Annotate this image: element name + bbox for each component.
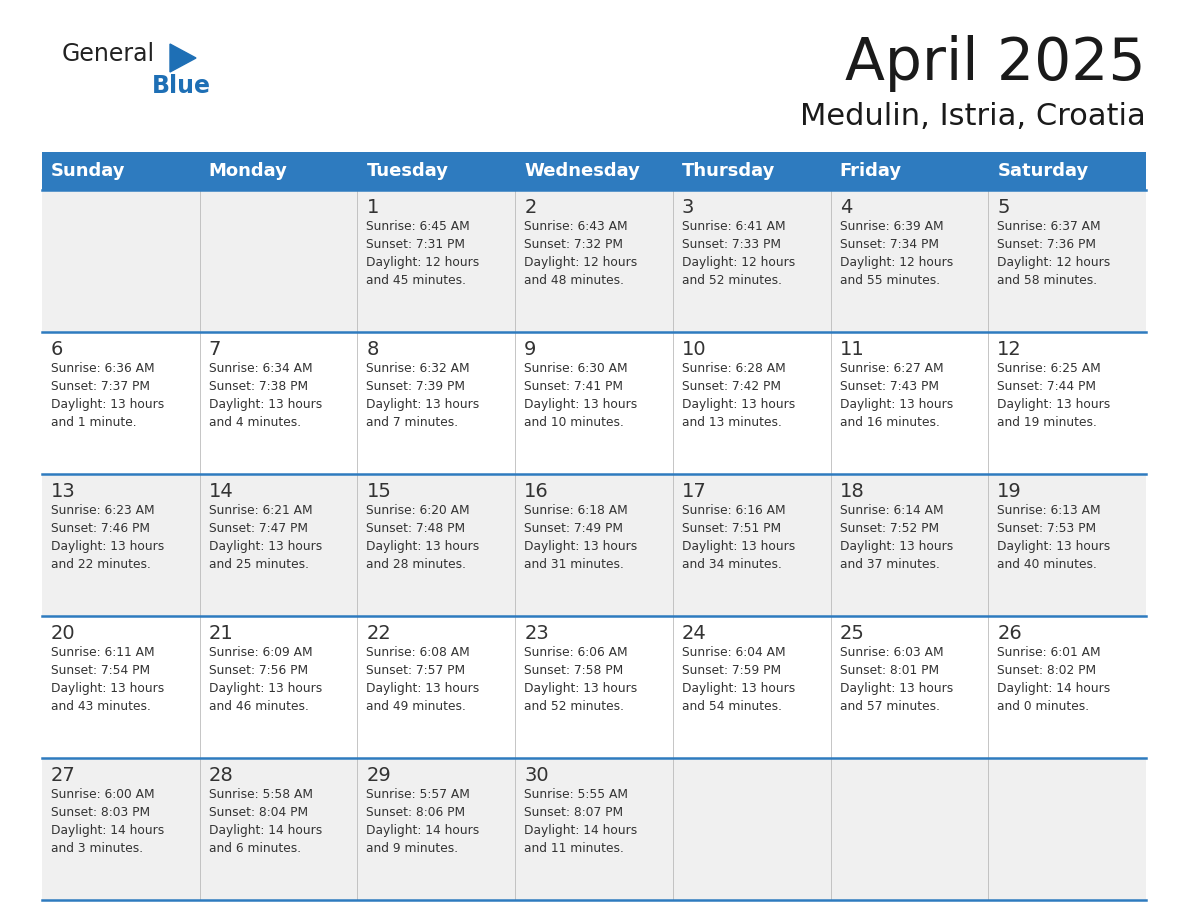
Bar (516, 152, 672, 190)
Text: 3: 3 (682, 198, 694, 217)
Text: April 2025: April 2025 (846, 35, 1146, 92)
Text: 6: 6 (51, 340, 63, 359)
Text: Sunrise: 6:18 AM
Sunset: 7:49 PM
Daylight: 13 hours
and 31 minutes.: Sunrise: 6:18 AM Sunset: 7:49 PM Dayligh… (524, 504, 638, 571)
Text: Sunrise: 6:39 AM
Sunset: 7:34 PM
Daylight: 12 hours
and 55 minutes.: Sunrise: 6:39 AM Sunset: 7:34 PM Dayligh… (840, 220, 953, 287)
Text: Sunrise: 6:25 AM
Sunset: 7:44 PM
Daylight: 13 hours
and 19 minutes.: Sunrise: 6:25 AM Sunset: 7:44 PM Dayligh… (997, 362, 1111, 429)
Text: Sunrise: 6:23 AM
Sunset: 7:46 PM
Daylight: 13 hours
and 22 minutes.: Sunrise: 6:23 AM Sunset: 7:46 PM Dayligh… (51, 504, 164, 571)
Text: Sunrise: 6:01 AM
Sunset: 8:02 PM
Daylight: 14 hours
and 0 minutes.: Sunrise: 6:01 AM Sunset: 8:02 PM Dayligh… (997, 646, 1111, 713)
Text: Medulin, Istria, Croatia: Medulin, Istria, Croatia (801, 102, 1146, 131)
Text: 18: 18 (840, 482, 865, 501)
Text: 7: 7 (209, 340, 221, 359)
Bar (988, 152, 1146, 190)
Text: Sunrise: 6:43 AM
Sunset: 7:32 PM
Daylight: 12 hours
and 48 minutes.: Sunrise: 6:43 AM Sunset: 7:32 PM Dayligh… (524, 220, 638, 287)
Text: Sunrise: 6:11 AM
Sunset: 7:54 PM
Daylight: 13 hours
and 43 minutes.: Sunrise: 6:11 AM Sunset: 7:54 PM Dayligh… (51, 646, 164, 713)
Text: Sunrise: 6:21 AM
Sunset: 7:47 PM
Daylight: 13 hours
and 25 minutes.: Sunrise: 6:21 AM Sunset: 7:47 PM Dayligh… (209, 504, 322, 571)
Text: Blue: Blue (152, 74, 211, 98)
Text: Sunrise: 6:03 AM
Sunset: 8:01 PM
Daylight: 13 hours
and 57 minutes.: Sunrise: 6:03 AM Sunset: 8:01 PM Dayligh… (840, 646, 953, 713)
Text: 11: 11 (840, 340, 865, 359)
Bar (42, 152, 200, 190)
Text: Sunrise: 6:37 AM
Sunset: 7:36 PM
Daylight: 12 hours
and 58 minutes.: Sunrise: 6:37 AM Sunset: 7:36 PM Dayligh… (997, 220, 1111, 287)
Text: 10: 10 (682, 340, 707, 359)
Text: Sunrise: 6:13 AM
Sunset: 7:53 PM
Daylight: 13 hours
and 40 minutes.: Sunrise: 6:13 AM Sunset: 7:53 PM Dayligh… (997, 504, 1111, 571)
Text: 21: 21 (209, 624, 234, 643)
Bar (830, 152, 988, 190)
Text: Sunrise: 6:45 AM
Sunset: 7:31 PM
Daylight: 12 hours
and 45 minutes.: Sunrise: 6:45 AM Sunset: 7:31 PM Dayligh… (366, 220, 480, 287)
Text: Sunrise: 6:32 AM
Sunset: 7:39 PM
Daylight: 13 hours
and 7 minutes.: Sunrise: 6:32 AM Sunset: 7:39 PM Dayligh… (366, 362, 480, 429)
Text: 19: 19 (997, 482, 1022, 501)
Text: Friday: Friday (840, 162, 902, 180)
Bar (672, 152, 830, 190)
Text: Sunrise: 5:55 AM
Sunset: 8:07 PM
Daylight: 14 hours
and 11 minutes.: Sunrise: 5:55 AM Sunset: 8:07 PM Dayligh… (524, 788, 638, 855)
Text: Sunrise: 6:36 AM
Sunset: 7:37 PM
Daylight: 13 hours
and 1 minute.: Sunrise: 6:36 AM Sunset: 7:37 PM Dayligh… (51, 362, 164, 429)
Text: 23: 23 (524, 624, 549, 643)
Text: Sunrise: 6:30 AM
Sunset: 7:41 PM
Daylight: 13 hours
and 10 minutes.: Sunrise: 6:30 AM Sunset: 7:41 PM Dayligh… (524, 362, 638, 429)
Text: Sunrise: 6:20 AM
Sunset: 7:48 PM
Daylight: 13 hours
and 28 minutes.: Sunrise: 6:20 AM Sunset: 7:48 PM Dayligh… (366, 504, 480, 571)
Text: Sunrise: 6:14 AM
Sunset: 7:52 PM
Daylight: 13 hours
and 37 minutes.: Sunrise: 6:14 AM Sunset: 7:52 PM Dayligh… (840, 504, 953, 571)
Text: Sunrise: 6:28 AM
Sunset: 7:42 PM
Daylight: 13 hours
and 13 minutes.: Sunrise: 6:28 AM Sunset: 7:42 PM Dayligh… (682, 362, 795, 429)
Text: 15: 15 (366, 482, 391, 501)
Text: 26: 26 (997, 624, 1022, 643)
Text: 28: 28 (209, 766, 234, 785)
Text: 12: 12 (997, 340, 1022, 359)
Bar (358, 152, 516, 190)
Bar (42, 474, 1146, 616)
Text: Tuesday: Tuesday (366, 162, 448, 180)
Text: 5: 5 (997, 198, 1010, 217)
Bar (42, 758, 1146, 900)
Text: 16: 16 (524, 482, 549, 501)
Bar (200, 152, 358, 190)
Text: Sunrise: 6:27 AM
Sunset: 7:43 PM
Daylight: 13 hours
and 16 minutes.: Sunrise: 6:27 AM Sunset: 7:43 PM Dayligh… (840, 362, 953, 429)
Text: 24: 24 (682, 624, 707, 643)
Text: 29: 29 (366, 766, 391, 785)
Text: 13: 13 (51, 482, 76, 501)
Bar (42, 190, 1146, 332)
Text: 17: 17 (682, 482, 707, 501)
Text: 30: 30 (524, 766, 549, 785)
Text: Wednesday: Wednesday (524, 162, 640, 180)
Text: 25: 25 (840, 624, 865, 643)
Text: Saturday: Saturday (997, 162, 1088, 180)
Text: 20: 20 (51, 624, 76, 643)
Text: Sunday: Sunday (51, 162, 126, 180)
Bar (42, 616, 1146, 758)
Polygon shape (170, 44, 196, 72)
Text: Sunrise: 6:06 AM
Sunset: 7:58 PM
Daylight: 13 hours
and 52 minutes.: Sunrise: 6:06 AM Sunset: 7:58 PM Dayligh… (524, 646, 638, 713)
Text: Sunrise: 6:04 AM
Sunset: 7:59 PM
Daylight: 13 hours
and 54 minutes.: Sunrise: 6:04 AM Sunset: 7:59 PM Dayligh… (682, 646, 795, 713)
Text: 8: 8 (366, 340, 379, 359)
Text: 27: 27 (51, 766, 76, 785)
Text: Sunrise: 6:16 AM
Sunset: 7:51 PM
Daylight: 13 hours
and 34 minutes.: Sunrise: 6:16 AM Sunset: 7:51 PM Dayligh… (682, 504, 795, 571)
Text: Sunrise: 6:34 AM
Sunset: 7:38 PM
Daylight: 13 hours
and 4 minutes.: Sunrise: 6:34 AM Sunset: 7:38 PM Dayligh… (209, 362, 322, 429)
Text: Sunrise: 6:41 AM
Sunset: 7:33 PM
Daylight: 12 hours
and 52 minutes.: Sunrise: 6:41 AM Sunset: 7:33 PM Dayligh… (682, 220, 795, 287)
Text: 22: 22 (366, 624, 391, 643)
Text: Sunrise: 5:57 AM
Sunset: 8:06 PM
Daylight: 14 hours
and 9 minutes.: Sunrise: 5:57 AM Sunset: 8:06 PM Dayligh… (366, 788, 480, 855)
Bar (42, 332, 1146, 474)
Text: Sunrise: 6:00 AM
Sunset: 8:03 PM
Daylight: 14 hours
and 3 minutes.: Sunrise: 6:00 AM Sunset: 8:03 PM Dayligh… (51, 788, 164, 855)
Text: Monday: Monday (209, 162, 287, 180)
Text: Sunrise: 5:58 AM
Sunset: 8:04 PM
Daylight: 14 hours
and 6 minutes.: Sunrise: 5:58 AM Sunset: 8:04 PM Dayligh… (209, 788, 322, 855)
Text: 4: 4 (840, 198, 852, 217)
Text: 14: 14 (209, 482, 234, 501)
Text: 2: 2 (524, 198, 537, 217)
Text: General: General (62, 42, 156, 66)
Text: Thursday: Thursday (682, 162, 776, 180)
Text: Sunrise: 6:09 AM
Sunset: 7:56 PM
Daylight: 13 hours
and 46 minutes.: Sunrise: 6:09 AM Sunset: 7:56 PM Dayligh… (209, 646, 322, 713)
Text: Sunrise: 6:08 AM
Sunset: 7:57 PM
Daylight: 13 hours
and 49 minutes.: Sunrise: 6:08 AM Sunset: 7:57 PM Dayligh… (366, 646, 480, 713)
Text: 1: 1 (366, 198, 379, 217)
Text: 9: 9 (524, 340, 537, 359)
